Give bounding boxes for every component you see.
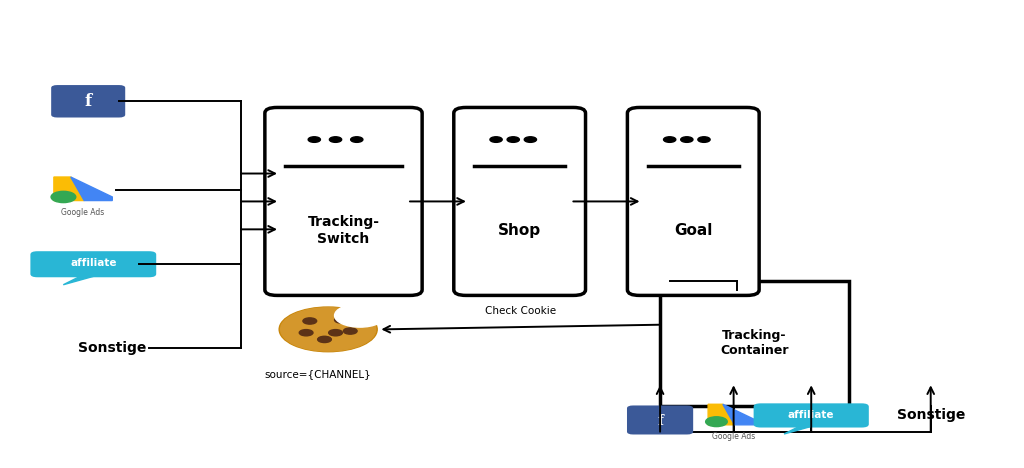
Polygon shape	[784, 424, 819, 434]
Text: Sonstige: Sonstige	[78, 341, 146, 355]
Circle shape	[335, 304, 385, 327]
Circle shape	[489, 137, 502, 142]
Text: Google Ads: Google Ads	[61, 208, 104, 217]
Polygon shape	[71, 177, 113, 201]
Polygon shape	[63, 274, 101, 285]
Circle shape	[681, 137, 693, 142]
Circle shape	[664, 137, 676, 142]
Circle shape	[51, 191, 76, 203]
Text: Sonstige: Sonstige	[897, 409, 965, 423]
FancyBboxPatch shape	[754, 403, 868, 428]
Text: Goal: Goal	[674, 223, 713, 238]
Circle shape	[706, 417, 727, 427]
Text: Check Cookie: Check Cookie	[485, 307, 556, 316]
Circle shape	[308, 137, 321, 142]
Polygon shape	[709, 404, 734, 425]
FancyBboxPatch shape	[628, 108, 759, 295]
Text: Tracking-
Switch: Tracking- Switch	[307, 215, 380, 246]
Text: affiliate: affiliate	[70, 258, 117, 268]
Circle shape	[281, 307, 376, 351]
Polygon shape	[54, 177, 84, 201]
Text: affiliate: affiliate	[788, 410, 835, 419]
Circle shape	[698, 137, 710, 142]
Circle shape	[335, 317, 348, 323]
Circle shape	[280, 307, 377, 351]
Bar	[660, 280, 849, 406]
Circle shape	[507, 137, 519, 142]
Text: f: f	[657, 414, 664, 428]
FancyBboxPatch shape	[51, 85, 125, 117]
Text: source={CHANNEL}: source={CHANNEL}	[264, 369, 372, 379]
Text: Shop: Shop	[498, 223, 542, 238]
Circle shape	[299, 329, 313, 336]
FancyBboxPatch shape	[31, 251, 157, 277]
Circle shape	[330, 137, 342, 142]
Polygon shape	[723, 404, 759, 425]
Text: Google Ads: Google Ads	[712, 431, 756, 440]
Circle shape	[329, 329, 342, 336]
Circle shape	[303, 318, 316, 324]
Circle shape	[317, 336, 332, 343]
Circle shape	[524, 137, 537, 142]
FancyBboxPatch shape	[454, 108, 586, 295]
Text: Tracking-
Container: Tracking- Container	[720, 329, 788, 358]
FancyBboxPatch shape	[627, 405, 693, 434]
Circle shape	[350, 137, 362, 142]
FancyBboxPatch shape	[265, 108, 422, 295]
Circle shape	[343, 328, 357, 334]
Text: f: f	[85, 94, 92, 110]
